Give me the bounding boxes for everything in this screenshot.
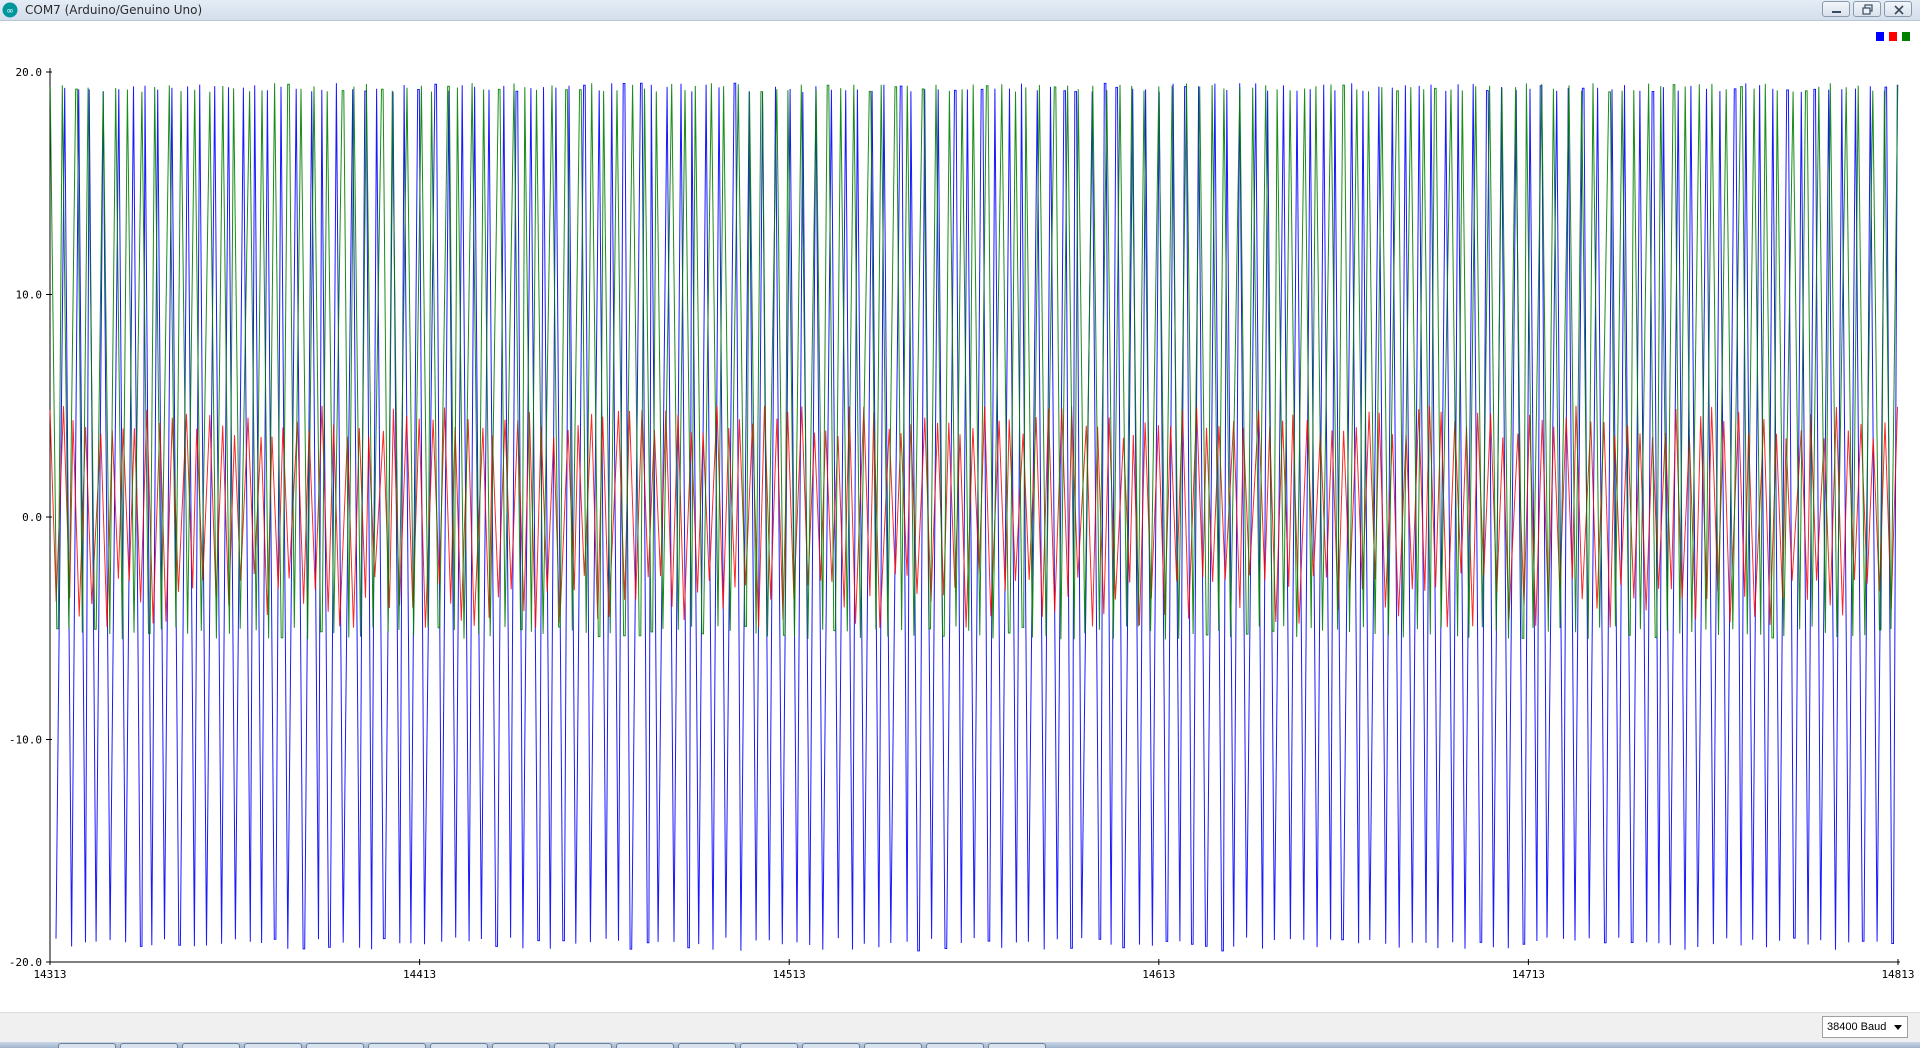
taskbar-button[interactable]: [678, 1043, 736, 1048]
y-tick-label: -20.0: [9, 956, 42, 969]
legend-swatch-red: [1889, 32, 1897, 41]
taskbar-button[interactable]: [430, 1043, 488, 1048]
x-tick-label: 14313: [33, 968, 66, 981]
taskbar-button[interactable]: [554, 1043, 612, 1048]
taskbar-button[interactable]: [802, 1043, 860, 1048]
y-tick-label: 0.0: [22, 511, 42, 524]
x-tick-label: 14813: [1881, 968, 1914, 981]
taskbar-button[interactable]: [926, 1043, 984, 1048]
baud-rate-select[interactable]: 38400 Baud: [1822, 1016, 1908, 1038]
taskbar-button[interactable]: [492, 1043, 550, 1048]
plotter-footer: 38400 Baud: [0, 1012, 1920, 1043]
window-title: COM7 (Arduino/Genuino Uno): [25, 3, 203, 17]
minimize-icon: [1832, 11, 1841, 13]
series-line-1: [49, 405, 1898, 628]
svg-text:∞: ∞: [6, 7, 14, 17]
taskbar-button[interactable]: [120, 1043, 178, 1048]
legend-swatch-green: [1902, 32, 1910, 41]
arduino-icon: ∞: [2, 2, 18, 18]
y-tick-label: 10.0: [16, 289, 43, 302]
taskbar-button[interactable]: [306, 1043, 364, 1048]
restore-button[interactable]: [1853, 1, 1881, 17]
taskbar-button[interactable]: [368, 1043, 426, 1048]
minimize-button[interactable]: [1822, 1, 1850, 17]
taskbar-button[interactable]: [244, 1043, 302, 1048]
chevron-down-icon: [1894, 1025, 1902, 1030]
y-tick-label: -10.0: [9, 734, 42, 747]
restore-icon: [1862, 4, 1873, 15]
y-tick-label: 20.0: [16, 66, 43, 79]
legend-swatch-blue: [1876, 32, 1884, 41]
taskbar-button[interactable]: [58, 1043, 116, 1048]
x-tick-label: 14613: [1142, 968, 1175, 981]
baud-rate-value: 38400 Baud: [1827, 1021, 1887, 1033]
close-button[interactable]: [1884, 1, 1912, 17]
series-line-2: [49, 83, 1899, 640]
taskbar-button[interactable]: [740, 1043, 798, 1048]
taskbar-button[interactable]: [182, 1043, 240, 1048]
window-titlebar[interactable]: ∞ COM7 (Arduino/Genuino Uno): [0, 0, 1920, 21]
x-tick-label: 14513: [773, 968, 806, 981]
series-line-0: [55, 82, 1898, 952]
taskbar-button[interactable]: [616, 1043, 674, 1048]
taskbar-button[interactable]: [864, 1043, 922, 1048]
close-icon: [1894, 5, 1904, 15]
x-tick-label: 14713: [1512, 968, 1545, 981]
taskbar-button[interactable]: [988, 1043, 1046, 1048]
x-tick-label: 14413: [403, 968, 436, 981]
